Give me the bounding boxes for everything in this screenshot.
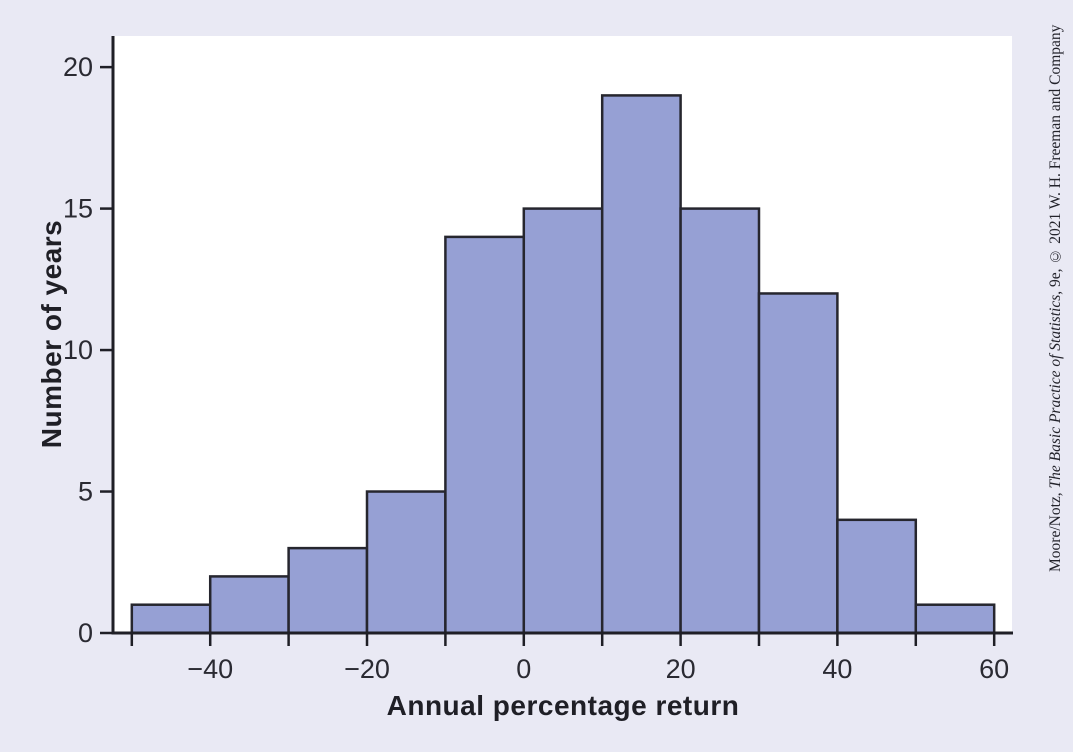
histogram-bar (130, 603, 212, 635)
y-tick-label: 5 (78, 477, 93, 507)
x-axis-title: Annual percentage return (386, 690, 740, 721)
histogram-bar (600, 94, 682, 635)
x-tick-label: 40 (822, 654, 852, 684)
y-tick-label: 15 (63, 194, 93, 224)
x-tick-label: −40 (187, 654, 233, 684)
copyright-credit: Moore/Notz, The Basic Practice of Statis… (1045, 6, 1067, 572)
y-tick-label: 20 (63, 52, 93, 82)
x-tick-label: 0 (516, 654, 531, 684)
histogram-bar (287, 546, 369, 635)
y-tick-label: 0 (78, 618, 93, 648)
x-tick-label: 20 (666, 654, 696, 684)
credit-book-title: The Basic Practice of Statistics (1047, 294, 1064, 489)
histogram-bar (914, 603, 996, 635)
credit-suffix: , 9e, © 2021 W. H. Freeman and Company (1047, 24, 1064, 295)
histogram-bar (444, 235, 526, 635)
credit-prefix: Moore/Notz, (1047, 488, 1064, 572)
x-tick-label: −20 (344, 654, 390, 684)
histogram-bar (365, 490, 447, 635)
histogram-bar (522, 207, 604, 635)
y-axis-title: Number of years (36, 219, 67, 449)
histogram-bar (757, 292, 839, 635)
histogram-bar (836, 518, 918, 635)
x-tick-label: 60 (979, 654, 1009, 684)
histogram-bar (679, 207, 761, 635)
y-tick-label: 10 (63, 335, 93, 365)
histogram-bar (208, 575, 290, 635)
